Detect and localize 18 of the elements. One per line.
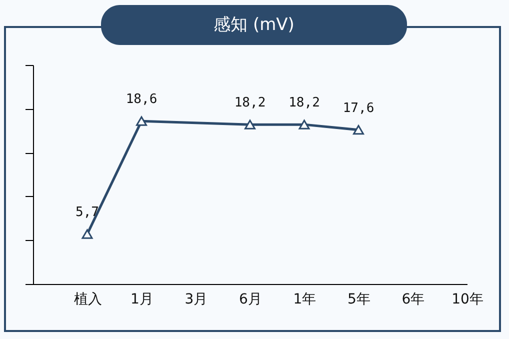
point [244, 120, 256, 130]
point [82, 229, 93, 239]
x-tick-label: 5年 [348, 292, 370, 308]
data-label: 18,2 [234, 96, 266, 111]
chart-title: 感知 (mV) [214, 15, 294, 35]
data-label: 17,6 [342, 100, 374, 116]
data-label: 18,2 [288, 96, 320, 111]
x-tick-label: 10年 [452, 292, 484, 308]
x-tick-label: 6年 [402, 292, 425, 308]
x-tick-label: 1年 [293, 292, 316, 308]
data-label: 18,6 [126, 92, 158, 108]
point [136, 116, 147, 126]
point [298, 120, 310, 130]
x-tick-label: 植入 [74, 292, 102, 308]
point [353, 124, 364, 135]
x-tick-label: 3月 [184, 292, 208, 308]
x-tick-label: 6月 [239, 292, 262, 308]
x-tick-label: 1月 [130, 292, 154, 308]
